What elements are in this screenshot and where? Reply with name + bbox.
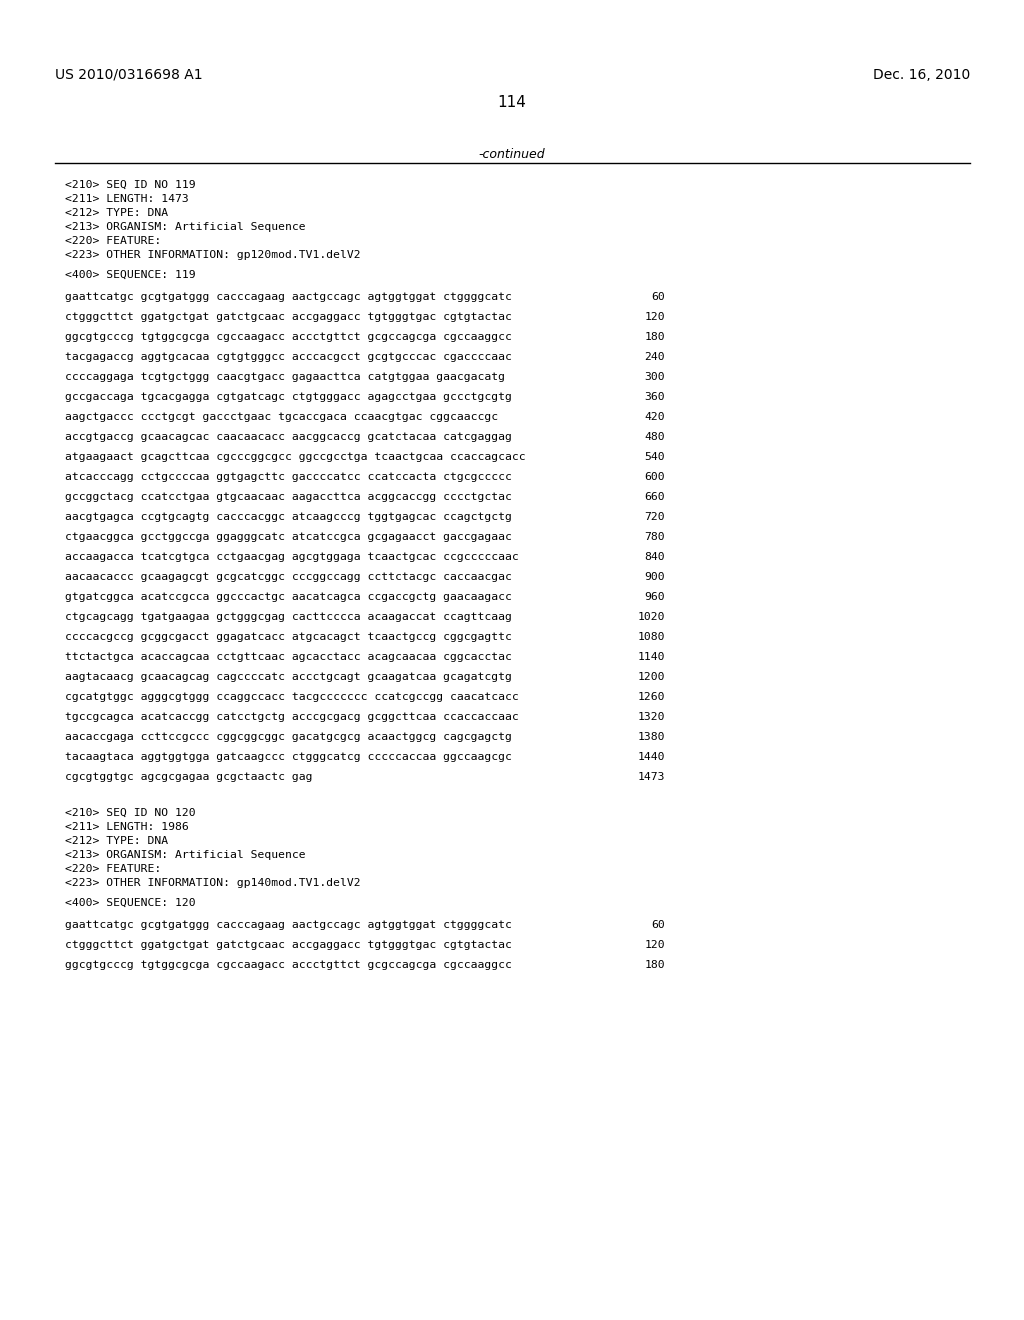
Text: US 2010/0316698 A1: US 2010/0316698 A1 [55, 69, 203, 82]
Text: <223> OTHER INFORMATION: gp120mod.TV1.delV2: <223> OTHER INFORMATION: gp120mod.TV1.de… [65, 249, 360, 260]
Text: tgccgcagca acatcaccgg catcctgctg acccgcgacg gcggcttcaa ccaccaccaac: tgccgcagca acatcaccgg catcctgctg acccgcg… [65, 711, 519, 722]
Text: 60: 60 [651, 292, 665, 302]
Text: <400> SEQUENCE: 120: <400> SEQUENCE: 120 [65, 898, 196, 908]
Text: 900: 900 [644, 572, 665, 582]
Text: <210> SEQ ID NO 119: <210> SEQ ID NO 119 [65, 180, 196, 190]
Text: <213> ORGANISM: Artificial Sequence: <213> ORGANISM: Artificial Sequence [65, 222, 305, 232]
Text: 1140: 1140 [638, 652, 665, 663]
Text: gtgatcggca acatccgcca ggcccactgc aacatcagca ccgaccgctg gaacaagacc: gtgatcggca acatccgcca ggcccactgc aacatca… [65, 591, 512, 602]
Text: aacgtgagca ccgtgcagtg cacccacggc atcaagcccg tggtgagcac ccagctgctg: aacgtgagca ccgtgcagtg cacccacggc atcaagc… [65, 512, 512, 521]
Text: 420: 420 [644, 412, 665, 422]
Text: 360: 360 [644, 392, 665, 403]
Text: aagtacaacg gcaacagcag cagccccatc accctgcagt gcaagatcaa gcagatcgtg: aagtacaacg gcaacagcag cagccccatc accctgc… [65, 672, 512, 682]
Text: gaattcatgc gcgtgatggg cacccagaag aactgccagc agtggtggat ctggggcatc: gaattcatgc gcgtgatggg cacccagaag aactgcc… [65, 292, 512, 302]
Text: gccggctacg ccatcctgaa gtgcaacaac aagaccttca acggcaccgg cccctgctac: gccggctacg ccatcctgaa gtgcaacaac aagacct… [65, 492, 512, 502]
Text: <211> LENGTH: 1986: <211> LENGTH: 1986 [65, 822, 188, 832]
Text: 540: 540 [644, 451, 665, 462]
Text: ctgcagcagg tgatgaagaa gctgggcgag cacttcccca acaagaccat ccagttcaag: ctgcagcagg tgatgaagaa gctgggcgag cacttcc… [65, 612, 512, 622]
Text: cgcatgtggc agggcgtggg ccaggccacc tacgccccccc ccatcgccgg caacatcacc: cgcatgtggc agggcgtggg ccaggccacc tacgccc… [65, 692, 519, 702]
Text: ccccacgccg gcggcgacct ggagatcacc atgcacagct tcaactgccg cggcgagttc: ccccacgccg gcggcgacct ggagatcacc atgcaca… [65, 632, 512, 642]
Text: 1440: 1440 [638, 752, 665, 762]
Text: 120: 120 [644, 312, 665, 322]
Text: <211> LENGTH: 1473: <211> LENGTH: 1473 [65, 194, 188, 205]
Text: 1473: 1473 [638, 772, 665, 781]
Text: ccccaggaga tcgtgctggg caacgtgacc gagaacttca catgtggaa gaacgacatg: ccccaggaga tcgtgctggg caacgtgacc gagaact… [65, 372, 505, 381]
Text: <213> ORGANISM: Artificial Sequence: <213> ORGANISM: Artificial Sequence [65, 850, 305, 861]
Text: 660: 660 [644, 492, 665, 502]
Text: aacaccgaga ccttccgccc cggcggcggc gacatgcgcg acaactggcg cagcgagctg: aacaccgaga ccttccgccc cggcggcggc gacatgc… [65, 733, 512, 742]
Text: <400> SEQUENCE: 119: <400> SEQUENCE: 119 [65, 271, 196, 280]
Text: tacgagaccg aggtgcacaa cgtgtgggcc acccacgcct gcgtgcccac cgaccccaac: tacgagaccg aggtgcacaa cgtgtgggcc acccacg… [65, 352, 512, 362]
Text: 180: 180 [644, 960, 665, 970]
Text: cgcgtggtgc agcgcgagaa gcgctaactc gag: cgcgtggtgc agcgcgagaa gcgctaactc gag [65, 772, 312, 781]
Text: 960: 960 [644, 591, 665, 602]
Text: ctgggcttct ggatgctgat gatctgcaac accgaggacc tgtgggtgac cgtgtactac: ctgggcttct ggatgctgat gatctgcaac accgagg… [65, 312, 512, 322]
Text: 1320: 1320 [638, 711, 665, 722]
Text: 114: 114 [498, 95, 526, 110]
Text: 120: 120 [644, 940, 665, 950]
Text: gaattcatgc gcgtgatggg cacccagaag aactgccagc agtggtggat ctggggcatc: gaattcatgc gcgtgatggg cacccagaag aactgcc… [65, 920, 512, 931]
Text: gccgaccaga tgcacgagga cgtgatcagc ctgtgggacc agagcctgaa gccctgcgtg: gccgaccaga tgcacgagga cgtgatcagc ctgtggg… [65, 392, 512, 403]
Text: 840: 840 [644, 552, 665, 562]
Text: ggcgtgcccg tgtggcgcga cgccaagacc accctgttct gcgccagcga cgccaaggcc: ggcgtgcccg tgtggcgcga cgccaagacc accctgt… [65, 960, 512, 970]
Text: 180: 180 [644, 333, 665, 342]
Text: ctgaacggca gcctggccga ggagggcatc atcatccgca gcgagaacct gaccgagaac: ctgaacggca gcctggccga ggagggcatc atcatcc… [65, 532, 512, 543]
Text: 1200: 1200 [638, 672, 665, 682]
Text: aagctgaccc ccctgcgt gaccctgaac tgcaccgaca ccaacgtgac cggcaaccgc: aagctgaccc ccctgcgt gaccctgaac tgcaccgac… [65, 412, 498, 422]
Text: <210> SEQ ID NO 120: <210> SEQ ID NO 120 [65, 808, 196, 818]
Text: 240: 240 [644, 352, 665, 362]
Text: 480: 480 [644, 432, 665, 442]
Text: -continued: -continued [478, 148, 546, 161]
Text: aacaacaccc gcaagagcgt gcgcatcggc cccggccagg ccttctacgc caccaacgac: aacaacaccc gcaagagcgt gcgcatcggc cccggcc… [65, 572, 512, 582]
Text: <220> FEATURE:: <220> FEATURE: [65, 236, 161, 246]
Text: 60: 60 [651, 920, 665, 931]
Text: accgtgaccg gcaacagcac caacaacacc aacggcaccg gcatctacaa catcgaggag: accgtgaccg gcaacagcac caacaacacc aacggca… [65, 432, 512, 442]
Text: 720: 720 [644, 512, 665, 521]
Text: tacaagtaca aggtggtgga gatcaagccc ctgggcatcg cccccaccaa ggccaagcgc: tacaagtaca aggtggtgga gatcaagccc ctgggca… [65, 752, 512, 762]
Text: 600: 600 [644, 473, 665, 482]
Text: atgaagaact gcagcttcaa cgcccggcgcc ggccgcctga tcaactgcaa ccaccagcacc: atgaagaact gcagcttcaa cgcccggcgcc ggccgc… [65, 451, 525, 462]
Text: atcacccagg cctgccccaa ggtgagcttc gaccccatcc ccatccacta ctgcgccccc: atcacccagg cctgccccaa ggtgagcttc gacccca… [65, 473, 512, 482]
Text: 780: 780 [644, 532, 665, 543]
Text: 1020: 1020 [638, 612, 665, 622]
Text: 1080: 1080 [638, 632, 665, 642]
Text: <223> OTHER INFORMATION: gp140mod.TV1.delV2: <223> OTHER INFORMATION: gp140mod.TV1.de… [65, 878, 360, 888]
Text: 1260: 1260 [638, 692, 665, 702]
Text: accaagacca tcatcgtgca cctgaacgag agcgtggaga tcaactgcac ccgcccccaac: accaagacca tcatcgtgca cctgaacgag agcgtgg… [65, 552, 519, 562]
Text: ggcgtgcccg tgtggcgcga cgccaagacc accctgttct gcgccagcga cgccaaggcc: ggcgtgcccg tgtggcgcga cgccaagacc accctgt… [65, 333, 512, 342]
Text: <220> FEATURE:: <220> FEATURE: [65, 865, 161, 874]
Text: 300: 300 [644, 372, 665, 381]
Text: <212> TYPE: DNA: <212> TYPE: DNA [65, 209, 168, 218]
Text: ttctactgca acaccagcaa cctgttcaac agcacctacc acagcaacaa cggcacctac: ttctactgca acaccagcaa cctgttcaac agcacct… [65, 652, 512, 663]
Text: Dec. 16, 2010: Dec. 16, 2010 [872, 69, 970, 82]
Text: <212> TYPE: DNA: <212> TYPE: DNA [65, 836, 168, 846]
Text: 1380: 1380 [638, 733, 665, 742]
Text: ctgggcttct ggatgctgat gatctgcaac accgaggacc tgtgggtgac cgtgtactac: ctgggcttct ggatgctgat gatctgcaac accgagg… [65, 940, 512, 950]
